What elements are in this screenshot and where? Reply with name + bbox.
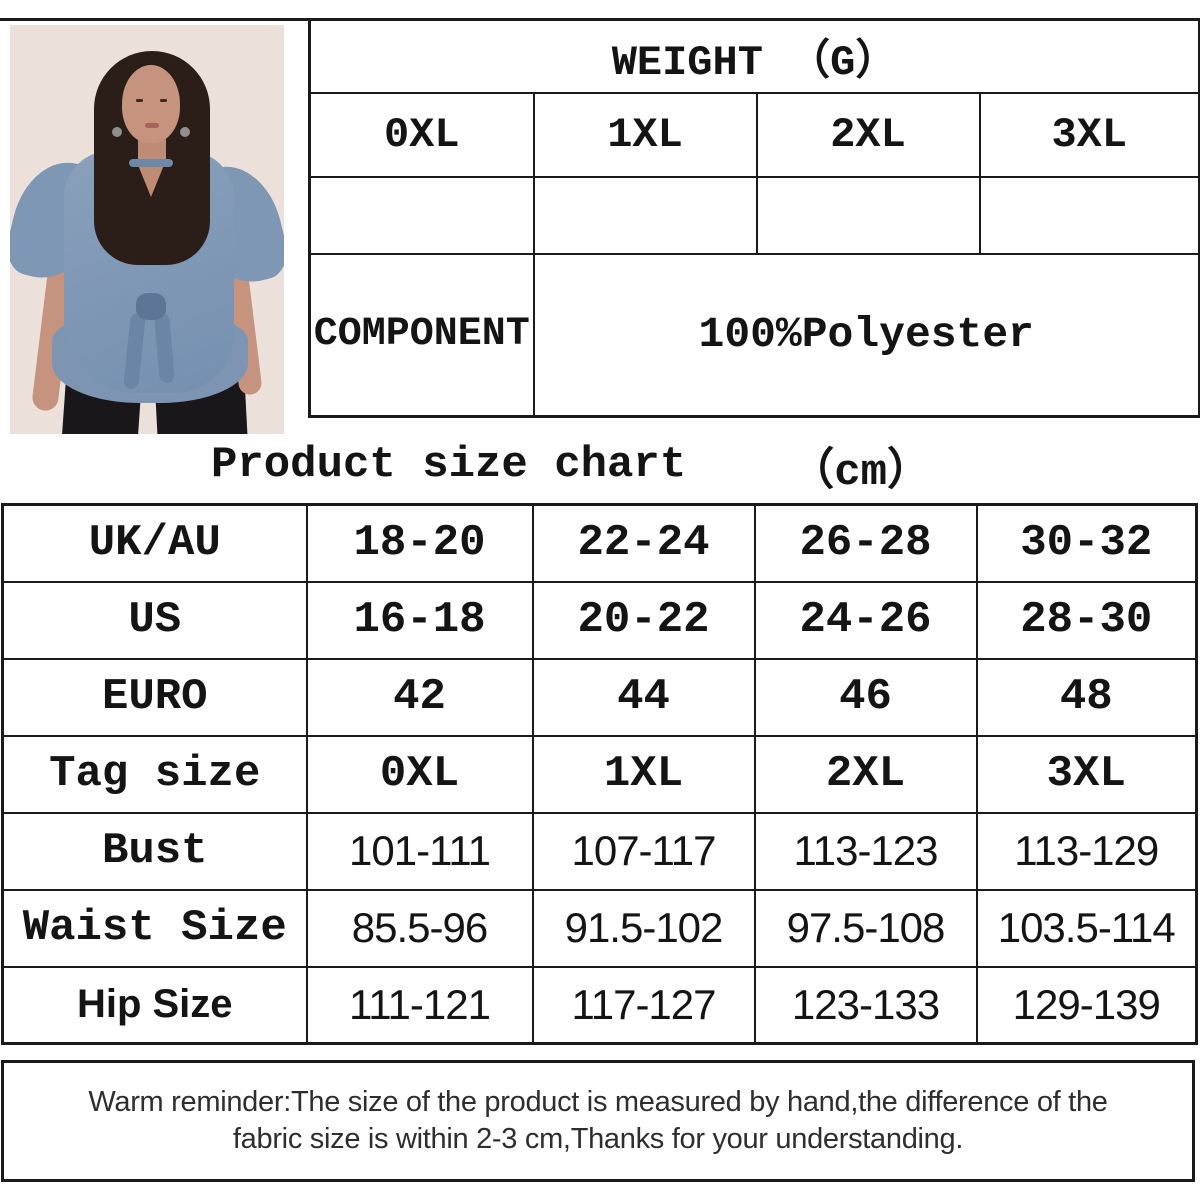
- cell: 113-129: [975, 811, 1198, 891]
- model-earring: [180, 127, 190, 137]
- cell: 111-121: [305, 965, 534, 1045]
- cell: 46: [753, 657, 978, 737]
- cell: 1XL: [531, 734, 756, 814]
- table-row-waist-size: Waist Size 85.5-96 91.5-102 97.5-108 103…: [1, 888, 1198, 968]
- cell: 16-18: [305, 580, 534, 660]
- cell: 20-22: [531, 580, 756, 660]
- warm-reminder-box: Warm reminder:The size of the product is…: [1, 1060, 1195, 1182]
- table-row-us: US 16-18 20-22 24-26 28-30: [1, 580, 1198, 660]
- component-row: COMPONENT 100%Polyester: [308, 252, 1200, 418]
- table-row-euro: EURO 42 44 46 48: [1, 657, 1198, 737]
- cell: 97.5-108: [753, 888, 978, 968]
- blouse-neck-strap: [129, 159, 173, 167]
- cell: 26-28: [753, 503, 978, 583]
- cell: 30-32: [975, 503, 1198, 583]
- size-header-0xl: 0XL: [308, 91, 535, 178]
- size-chart-header: Product size chart （cm）: [0, 428, 1200, 502]
- reminder-line-1: Warm reminder:The size of the product is…: [88, 1086, 1108, 1118]
- size-header-3xl: 3XL: [978, 91, 1200, 178]
- weight-title-row: WEIGHT （G）: [308, 18, 1200, 94]
- cell: 42: [305, 657, 534, 737]
- size-header-1xl: 1XL: [532, 91, 758, 178]
- table-row-hip-size: Hip Size 111-121 117-127 123-133 129-139: [1, 965, 1198, 1045]
- size-chart-unit: （cm）: [790, 447, 932, 498]
- row-label: Waist Size: [1, 888, 308, 968]
- cell: 103.5-114: [975, 888, 1198, 968]
- cell: 2XL: [753, 734, 978, 814]
- model-eye: [160, 99, 167, 102]
- cell: 48: [975, 657, 1198, 737]
- row-label: EURO: [1, 657, 308, 737]
- cell: 85.5-96: [305, 888, 534, 968]
- blouse-tie-knot: [136, 293, 166, 320]
- cell: 44: [531, 657, 756, 737]
- empty-cell: [978, 175, 1200, 255]
- cell: 117-127: [531, 965, 756, 1045]
- cell: 91.5-102: [531, 888, 756, 968]
- model-earring: [112, 127, 122, 137]
- cell: 123-133: [753, 965, 978, 1045]
- size-chart-title: Product size chart: [210, 440, 687, 490]
- component-value: 100%Polyester: [532, 252, 1200, 418]
- table-row-bust: Bust 101-111 107-117 113-123 113-129: [1, 811, 1198, 891]
- table-row-uk-au: UK/AU 18-20 22-24 26-28 30-32: [1, 503, 1198, 583]
- size-header-2xl: 2XL: [755, 91, 981, 178]
- empty-cell: [755, 175, 981, 255]
- cell: 22-24: [531, 503, 756, 583]
- row-label: Tag size: [1, 734, 308, 814]
- model-photo: [10, 25, 284, 434]
- row-label: Hip Size: [1, 965, 308, 1045]
- row-label: Bust: [1, 811, 308, 891]
- empty-cell: [532, 175, 758, 255]
- cell: 24-26: [753, 580, 978, 660]
- cell: 101-111: [305, 811, 534, 891]
- cell: 113-123: [753, 811, 978, 891]
- cell: 28-30: [975, 580, 1198, 660]
- row-label: US: [1, 580, 308, 660]
- row-label: UK/AU: [1, 503, 308, 583]
- empty-cell: [308, 175, 535, 255]
- reminder-line-2: fabric size is within 2-3 cm,Thanks for …: [232, 1123, 964, 1155]
- model-face: [122, 65, 180, 143]
- weight-size-row: 0XL 1XL 2XL 3XL: [308, 91, 1200, 178]
- weight-title: WEIGHT （G）: [308, 18, 1200, 94]
- cell: 0XL: [305, 734, 534, 814]
- model-lips: [145, 123, 159, 128]
- component-label: COMPONENT: [308, 252, 535, 418]
- model-eye: [136, 99, 143, 102]
- table-row-tag-size: Tag size 0XL 1XL 2XL 3XL: [1, 734, 1198, 814]
- weight-empty-row: [308, 175, 1200, 255]
- size-chart-table: UK/AU 18-20 22-24 26-28 30-32 US 16-18 2…: [1, 503, 1198, 1045]
- weight-table: WEIGHT （G） 0XL 1XL 2XL 3XL COMPONENT 100…: [308, 18, 1200, 418]
- cell: 18-20: [305, 503, 534, 583]
- cell: 3XL: [975, 734, 1198, 814]
- cell: 129-139: [975, 965, 1198, 1045]
- cell: 107-117: [531, 811, 756, 891]
